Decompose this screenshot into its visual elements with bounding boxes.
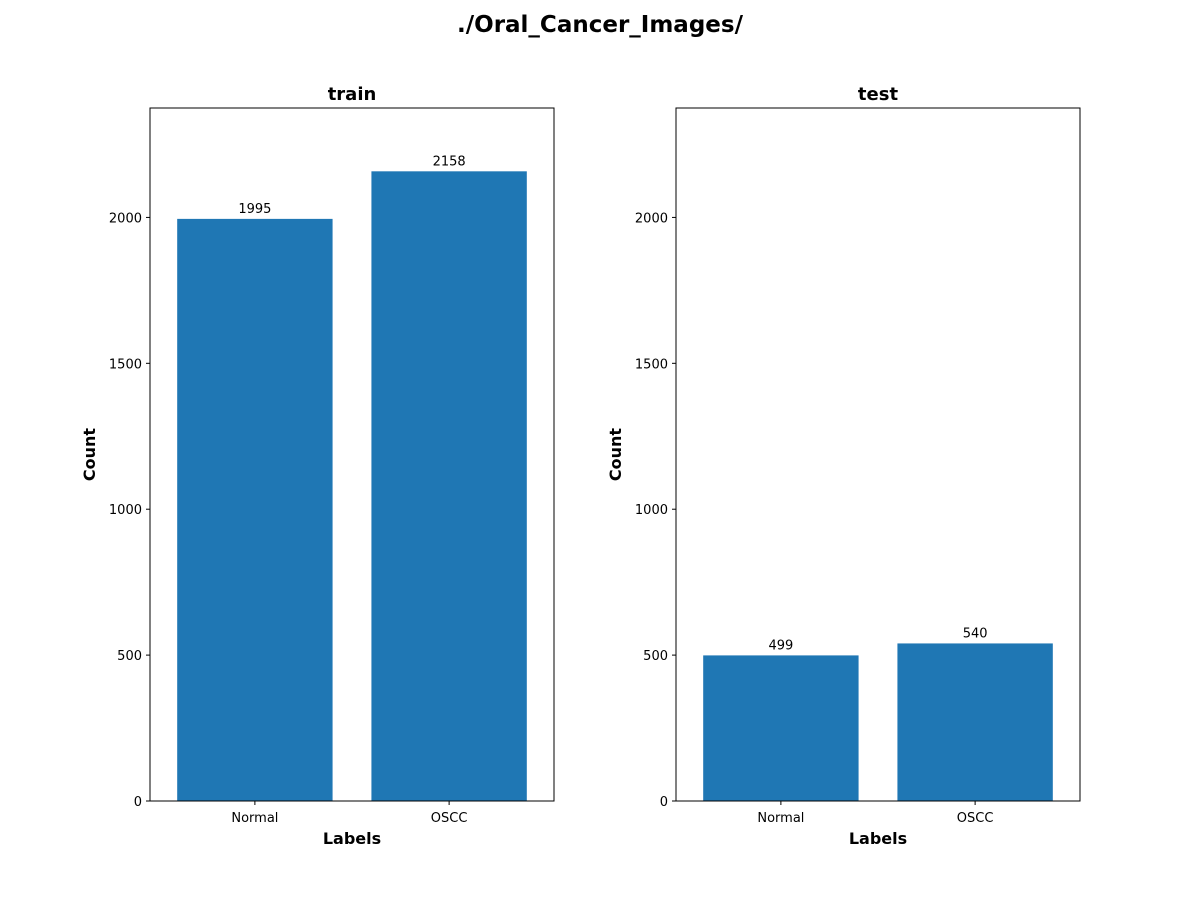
chart-test-title: test	[858, 84, 899, 105]
chart-train-xlabel: Labels	[323, 829, 381, 848]
chart-test-data-label: 540	[963, 626, 988, 641]
chart-train-ytick-label: 2000	[109, 211, 142, 226]
chart-test-axes-frame	[675, 107, 1081, 802]
chart-train-ytick-label: 0	[134, 795, 142, 810]
chart-test-xtick-label: Normal	[757, 811, 804, 826]
chart-test-xtick-label: OSCC	[957, 811, 994, 826]
figure-title: ./Oral_Cancer_Images/	[457, 12, 743, 38]
chart-train-bar-OSCC	[371, 171, 527, 802]
chart-test-xlabel: Labels	[849, 829, 907, 848]
chart-train-bar-Normal	[177, 218, 333, 801]
chart-test-bar-OSCC	[897, 643, 1053, 801]
chart-test-ylabel: Count	[606, 428, 625, 482]
chart-train-xtick-label: OSCC	[431, 811, 468, 826]
chart-test-ytick-label: 500	[643, 649, 668, 664]
chart-train-ylabel: Count	[80, 428, 99, 482]
chart-test-bar-Normal	[703, 655, 859, 801]
chart-train-axes-frame	[149, 107, 555, 802]
chart-train-ytick-label: 1500	[109, 357, 142, 372]
chart-train-ytick-label: 1000	[109, 503, 142, 518]
chart-train-xtick-label: Normal	[231, 811, 278, 826]
chart-test-ytick-label: 1500	[635, 357, 668, 372]
chart-test-data-label: 499	[768, 638, 793, 653]
chart-train-ytick-label: 500	[117, 649, 142, 664]
chart-train-title: train	[328, 84, 377, 105]
chart-train-data-label: 2158	[433, 154, 466, 169]
chart-test-ytick-label: 0	[660, 795, 668, 810]
chart-test-ytick-label: 2000	[635, 211, 668, 226]
chart-train-data-label: 1995	[238, 202, 271, 217]
chart-test-ytick-label: 1000	[635, 503, 668, 518]
